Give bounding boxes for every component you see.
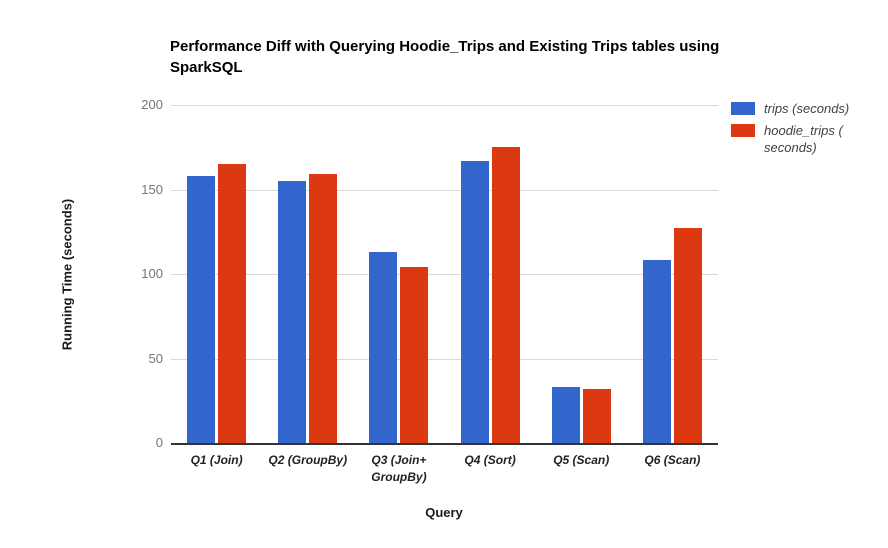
- bar-q3-trips[interactable]: [369, 252, 398, 443]
- gridline-200: [171, 105, 718, 106]
- y-tick-label-150: 150: [141, 181, 163, 197]
- gridline-100: [171, 274, 718, 275]
- y-axis-title: Running Time (seconds): [59, 198, 75, 351]
- x-category-label-q1: Q1 (Join): [190, 453, 243, 467]
- legend: trips (seconds) hoodie_trips ( seconds): [731, 100, 881, 161]
- legend-label: hoodie_trips ( seconds): [764, 123, 843, 155]
- legend-item-trips[interactable]: trips (seconds): [731, 100, 881, 117]
- x-category-label-q6: Q6 (Scan): [644, 453, 701, 467]
- bar-q1-hoodie-trips[interactable]: [218, 164, 247, 443]
- hoodie-trips-swatch-icon: [731, 124, 755, 137]
- bar-q1-trips[interactable]: [187, 176, 216, 443]
- plot-area: [171, 105, 718, 445]
- bar-q5-hoodie-trips[interactable]: [582, 389, 611, 443]
- y-tick-label-100: 100: [141, 266, 163, 281]
- y-tick-label-0: 0: [155, 435, 163, 450]
- x-category-label-q2: Q2 (GroupBy): [268, 453, 348, 467]
- bar-q2-trips[interactable]: [278, 181, 307, 443]
- bar-q4-hoodie-trips[interactable]: [491, 147, 520, 443]
- x-axis-title: Query: [425, 505, 463, 520]
- y-tick-label-50: 50: [148, 350, 163, 366]
- gridline-150: [171, 189, 718, 191]
- bar-q4-trips[interactable]: [460, 161, 489, 443]
- x-category-label-q5: Q5 (Scan): [553, 453, 610, 467]
- legend-item-hoodie-trips[interactable]: hoodie_trips ( seconds): [731, 122, 881, 156]
- x-category-label-q4: Q4 (Sort): [464, 453, 516, 467]
- x-category-label-q3: Q3 (Join+ GroupBy): [371, 453, 427, 484]
- bar-q3-hoodie-trips[interactable]: [400, 267, 429, 443]
- y-tick-label-200: 200: [141, 97, 163, 112]
- trips-swatch-icon: [731, 102, 755, 115]
- legend-label: trips (seconds): [764, 101, 850, 116]
- bar-q5-trips[interactable]: [551, 387, 580, 443]
- gridline-50: [171, 358, 718, 360]
- bar-q6-hoodie-trips[interactable]: [673, 228, 702, 443]
- bar-q2-hoodie-trips[interactable]: [309, 174, 338, 443]
- chart-title: Performance Diff with Querying Hoodie_Tr…: [170, 38, 720, 76]
- bar-q6-trips[interactable]: [642, 260, 671, 443]
